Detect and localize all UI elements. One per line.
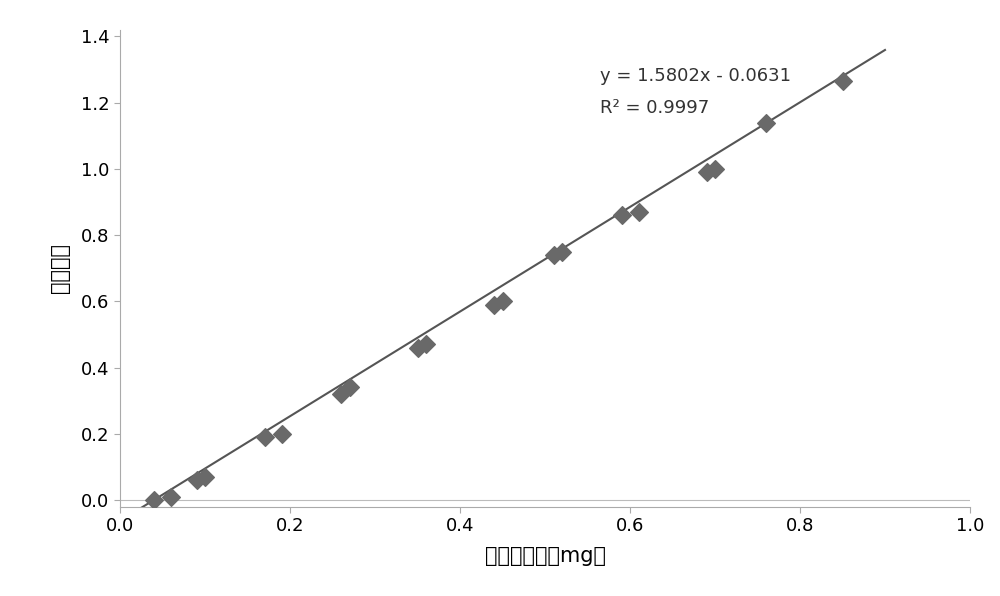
Point (256, 432, 272, 442)
Point (333, 389, 349, 399)
Point (554, 247, 570, 256)
Point (197, 472, 213, 482)
Point (631, 207, 647, 217)
Point (758, 118, 774, 128)
Point (146, 495, 162, 505)
Point (342, 383, 358, 392)
Point (707, 164, 723, 173)
Point (410, 343, 426, 352)
Y-axis label: 吸光度值: 吸光度值 (50, 243, 70, 293)
Point (698, 167, 714, 177)
Point (486, 300, 502, 309)
Point (546, 250, 562, 260)
Point (188, 476, 205, 485)
Text: R² = 0.9997: R² = 0.9997 (600, 98, 710, 117)
X-axis label: 葡萄糖含量（mg）: 葡萄糖含量（mg） (484, 546, 606, 566)
Text: y = 1.5802x - 0.0631: y = 1.5802x - 0.0631 (600, 67, 791, 85)
Point (834, 76, 850, 86)
Point (274, 429, 290, 439)
Point (614, 210, 630, 220)
Point (163, 492, 179, 501)
Point (418, 340, 434, 349)
Point (495, 297, 511, 306)
